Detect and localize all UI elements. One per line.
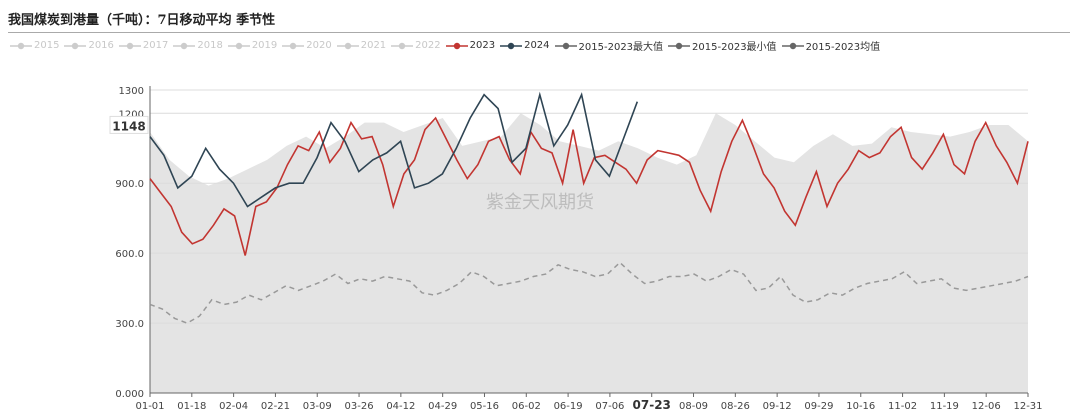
legend-marker-icon	[391, 42, 414, 49]
legend-marker-icon	[781, 42, 804, 49]
legend-marker-icon	[10, 42, 32, 49]
legend-item[interactable]: 2022	[391, 40, 441, 51]
x-tick-label: 06-02	[512, 401, 541, 412]
chart-title: 我国煤炭到港量（千吨）：7日移动平均 季节性	[8, 13, 276, 28]
legend-item[interactable]: 2015	[10, 40, 59, 51]
x-tick-label: 11-02	[888, 401, 917, 412]
legend-item[interactable]: 2017	[118, 40, 169, 51]
legend-marker-icon	[668, 42, 691, 49]
legend-item[interactable]: 2015-2023均值	[781, 38, 881, 53]
legend-item[interactable]: 2020	[282, 40, 332, 51]
legend-label: 2023	[469, 40, 496, 51]
legend-item[interactable]: 2023	[445, 40, 496, 51]
legend-item[interactable]: 2024	[500, 40, 550, 51]
y-tick-label: 300.0	[115, 319, 144, 330]
legend-marker-icon	[445, 42, 468, 49]
legend-label: 2016	[88, 40, 114, 51]
legend-marker-icon	[282, 42, 305, 49]
legend-label: 2020	[306, 40, 332, 51]
legend-label: 2021	[360, 40, 387, 51]
crosshair-value-label: 1148	[112, 119, 145, 133]
legend-label: 2015	[34, 40, 60, 51]
x-tick-label: 03-26	[345, 401, 374, 412]
legend-marker-icon	[118, 42, 141, 49]
legend-item[interactable]: 2016	[64, 40, 114, 51]
x-tick-label: 02-21	[261, 401, 290, 412]
legend-marker-icon	[173, 42, 196, 49]
x-tick-label: 11-19	[930, 401, 959, 412]
legend-label: 2015-2023最小值	[692, 42, 777, 53]
legend-item[interactable]: 2019	[227, 40, 278, 51]
x-tick-label: 06-19	[554, 401, 583, 412]
legend-label: 2019	[251, 40, 278, 51]
crosshair-date-label: 07-23	[633, 398, 671, 412]
x-tick-label: 09-29	[804, 401, 833, 412]
legend-label: 2022	[415, 40, 441, 51]
y-tick-label: 900.0	[115, 179, 144, 190]
x-tick-label: 04-29	[428, 401, 457, 412]
legend-item[interactable]: 2018	[173, 40, 223, 51]
chart-legend: 2015 2016 2017 2018 2019 2020 2021 2022 2023 2024…	[10, 38, 1080, 54]
x-tick-label: 01-01	[135, 401, 164, 412]
legend-item[interactable]: 2015-2023最小值	[668, 38, 777, 53]
legend-marker-icon	[500, 42, 523, 49]
y-tick-label: 1200	[119, 109, 144, 120]
legend-label: 2017	[142, 40, 169, 51]
x-tick-label: 08-09	[679, 401, 708, 412]
legend-label: 2015-2023最大值	[578, 42, 664, 53]
legend-label: 2018	[197, 40, 223, 51]
x-tick-label: 10-16	[846, 401, 875, 412]
legend-marker-icon	[64, 42, 87, 49]
x-tick-label: 01-18	[177, 401, 206, 412]
x-tick-label: 12-31	[1013, 401, 1042, 412]
x-tick-label: 04-12	[386, 401, 415, 412]
legend-item[interactable]: 2015-2023最大值	[554, 38, 664, 53]
legend-label: 2015-2023均值	[805, 42, 881, 53]
crosshair-value-box	[109, 115, 149, 134]
legend-marker-icon	[227, 42, 250, 49]
x-tick-label: 08-26	[721, 401, 750, 412]
x-tick-label: 05-16	[470, 401, 499, 412]
y-tick-label: 0.000	[115, 389, 144, 400]
legend-marker-icon	[336, 42, 359, 49]
x-tick-label: 03-09	[303, 401, 332, 412]
y-tick-label: 1300	[119, 86, 144, 97]
x-tick-label: 12-06	[972, 401, 1001, 412]
x-tick-label: 07-06	[595, 401, 624, 412]
watermark-text: 紫金天风期货	[486, 192, 594, 213]
legend-marker-icon	[554, 42, 577, 49]
x-tick-label: 09-12	[763, 401, 792, 412]
legend-label: 2024	[524, 40, 550, 51]
title-divider	[8, 32, 1070, 33]
legend-item[interactable]: 2021	[336, 40, 387, 51]
x-tick-label: 02-04	[219, 401, 248, 412]
y-tick-label: 600.0	[115, 249, 144, 260]
series-2024-line	[149, 91, 639, 208]
series-2023-line	[149, 116, 1029, 256]
